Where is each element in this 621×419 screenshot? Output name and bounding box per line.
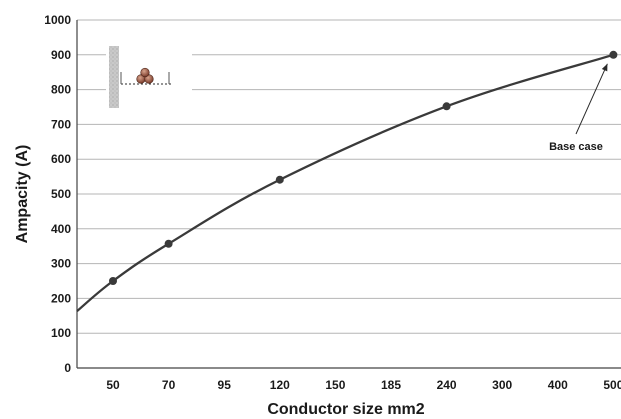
x-tick-labels: 50 70 95 120 150 185 240 300 400 500 [106,378,621,392]
x-tick-label: 120 [270,378,290,392]
x-tick-label: 500 [603,378,621,392]
annotation-arrowhead [601,63,608,72]
y-tick-label: 1000 [44,13,71,27]
x-tick-label: 150 [325,378,345,392]
data-point [442,102,451,111]
x-tick-label: 70 [162,378,176,392]
series-layer [76,50,618,313]
x-tick-label: 300 [492,378,512,392]
x-tick-label: 185 [381,378,401,392]
x-tick-label: 95 [218,378,232,392]
y-tick-label: 700 [51,117,71,131]
y-tick-label: 100 [51,326,71,340]
annotation-label: Base case [549,141,603,153]
y-tick-label: 300 [51,257,71,271]
y-tick-label: 900 [51,48,71,62]
cable-installation-icon [106,46,192,108]
y-tick-label: 0 [64,361,71,375]
series-line [76,53,614,313]
y-tick-label: 600 [51,152,71,166]
x-tick-label: 240 [437,378,457,392]
data-point [109,277,117,285]
data-point [275,175,284,184]
y-tick-label: 400 [51,222,71,236]
x-axis-title: Conductor size mm2 [267,401,424,418]
grid-lines [77,19,621,334]
y-tick-labels: 0 100 200 300 400 500 600 700 800 900 1000 [44,13,71,375]
y-axis-title: Ampacity (A) [14,145,31,244]
data-point [609,50,618,59]
y-tick-label: 500 [51,187,71,201]
x-tick-label: 400 [548,378,568,392]
y-tick-label: 800 [51,83,71,97]
x-tick-label: 50 [106,378,120,392]
y-tick-label: 200 [51,291,71,305]
data-point [164,239,173,248]
annotation-arrow [575,63,608,135]
annotation: Base case [549,63,608,153]
